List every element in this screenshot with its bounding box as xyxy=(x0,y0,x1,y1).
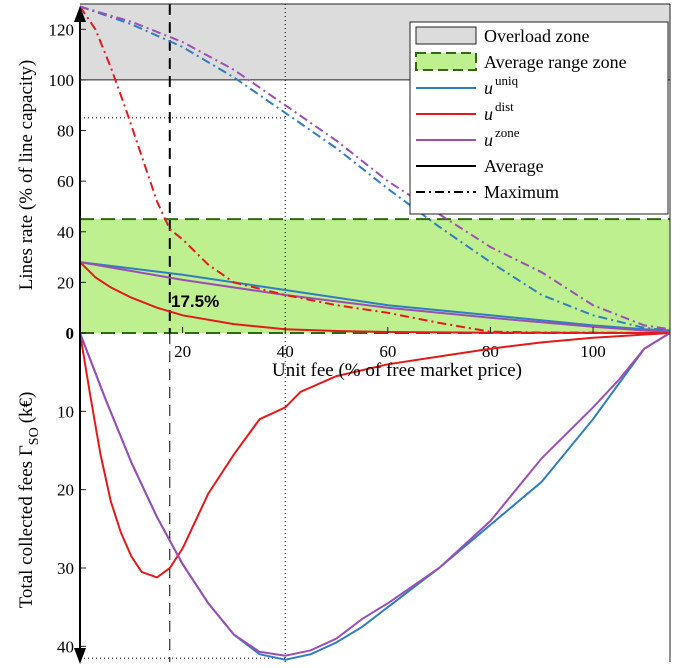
top-y-tick-label: 60 xyxy=(57,172,74,191)
top-y-tick-label: 0 xyxy=(66,324,75,343)
x-tick-label: 80 xyxy=(482,342,499,361)
legend-label-superscript: zone xyxy=(495,125,520,140)
top-series-line-3 xyxy=(79,5,671,332)
bottom-y-tick-label: 10 xyxy=(57,402,74,421)
average-range-zone xyxy=(80,219,670,333)
top-series-line-4 xyxy=(79,5,671,334)
top-panel: 0 20 40 60 80 100 120 20 40 60 80 100 xyxy=(49,4,671,361)
legend-label-symbol: u xyxy=(484,104,493,124)
top-y-tick-label: 80 xyxy=(57,122,74,141)
top-series-line-0 xyxy=(79,261,671,332)
top-series-line-2 xyxy=(79,261,671,333)
legend-label-superscript: uniq xyxy=(495,73,519,88)
x-tick-label: 100 xyxy=(580,342,606,361)
down-arrow-icon xyxy=(74,648,86,664)
bottom-y-tick-label: 30 xyxy=(57,559,74,578)
bottom-y-tick-label: 40 xyxy=(57,637,74,656)
x-tick-label: 20 xyxy=(174,342,191,361)
top-y-tick-label: 20 xyxy=(57,273,74,292)
top-y-tick-label: 40 xyxy=(57,223,74,242)
x-tick-label: 60 xyxy=(379,342,396,361)
legend-label-symbol: u xyxy=(484,130,493,150)
bottom-y-axis-label-unit: (k€) xyxy=(16,392,37,424)
up-arrow-icon xyxy=(74,6,86,22)
top-y-axis-label: Lines rate (% of line capacity) xyxy=(16,60,37,291)
legend-label: u uniq xyxy=(484,73,519,98)
legend-label-superscript: dist xyxy=(495,99,514,114)
bottom-series-line-1 xyxy=(79,332,671,579)
bottom-y-axis-label: Total collected fees ΓSO (k€) xyxy=(16,392,42,609)
legend-swatch-overload xyxy=(415,26,477,45)
legend-label: u zone xyxy=(484,125,520,150)
bottom-panel: 10 20 30 40 xyxy=(57,332,671,662)
legend-label: u dist xyxy=(484,99,514,124)
top-y-tick-label: 120 xyxy=(49,20,75,39)
top-y-tick-label: 100 xyxy=(49,71,75,90)
top-series-line-5 xyxy=(79,5,671,331)
x-tick-label: 40 xyxy=(277,342,294,361)
legend-label-symbol: u xyxy=(484,78,493,98)
x-axis-label: Unit fee (% of free market price) xyxy=(272,360,522,381)
legend-label: Overload zone xyxy=(484,26,589,46)
bottom-y-tick-label: 20 xyxy=(57,481,74,500)
legend-label: Average xyxy=(484,156,544,176)
bottom-y-axis-label-main: Total collected fees Γ xyxy=(16,445,37,608)
annotation-17-5: 17.5% xyxy=(171,292,219,311)
legend-label: Maximum xyxy=(484,182,559,202)
legend-swatch-average-zone xyxy=(415,52,477,71)
bottom-series-line-2 xyxy=(79,332,671,657)
legend-label: Average range zone xyxy=(484,52,627,72)
svg-text:Total collected fees ΓSO(k€): Total collected fees ΓSO (k€) xyxy=(16,392,42,609)
bottom-y-axis-label-sub: SO xyxy=(27,427,42,445)
